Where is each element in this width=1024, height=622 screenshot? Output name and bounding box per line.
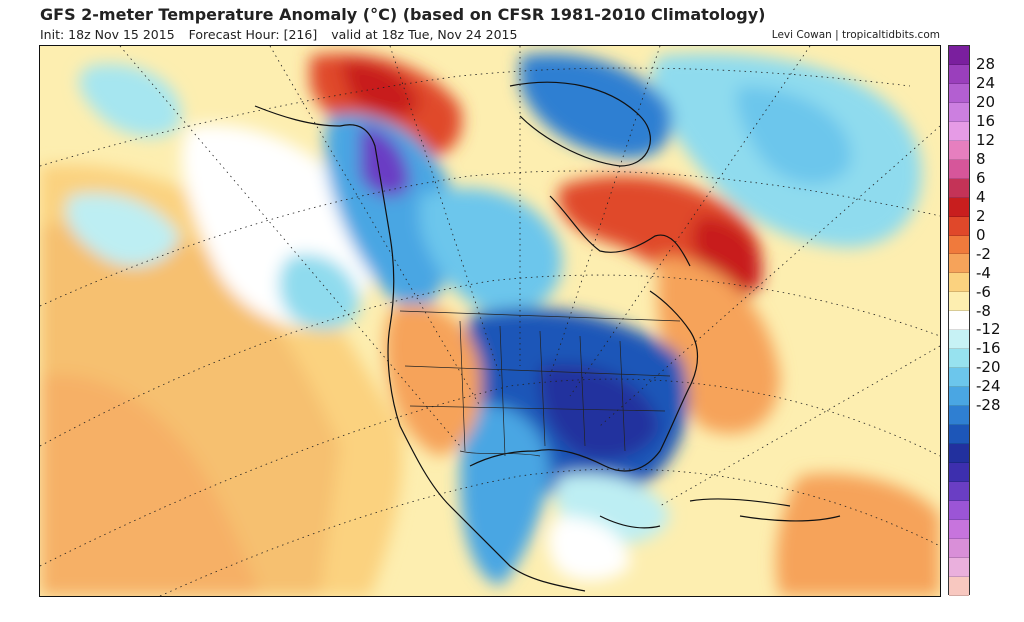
latitude-line [159, 468, 940, 596]
longitude-line [599, 125, 940, 427]
map-svg [40, 46, 940, 596]
colorbar-segment [949, 64, 969, 84]
credit-text: Levi Cowan | tropicaltidbits.com [771, 29, 940, 41]
colorbar-label: 0 [976, 225, 986, 244]
state-borders [404, 365, 671, 412]
forecast-hour: Forecast Hour: [216] [188, 27, 318, 42]
colorbar-segment [949, 235, 969, 255]
atlantic-cool-core [736, 86, 852, 185]
southeast-us-cold-core [539, 364, 660, 460]
colorbar-label: 24 [976, 73, 996, 92]
colorbar-segment [949, 519, 969, 539]
pacific-cool-patch [79, 64, 182, 137]
coastlines [254, 81, 841, 592]
chart-title: GFS 2-meter Temperature Anomaly (°C) (ba… [40, 5, 766, 24]
colorbar-label: 28 [976, 54, 996, 73]
colorbar-segment [949, 406, 969, 426]
colorbar-segment [949, 197, 969, 217]
yukon-cold-core [360, 126, 410, 197]
graticule [40, 46, 940, 596]
western-us-warm-field [384, 303, 481, 456]
colorbar-segment [949, 481, 969, 501]
canada-cold-field [324, 114, 459, 316]
colorbar-segment [949, 216, 969, 236]
latitude-line [40, 274, 940, 447]
hudson-coastline [549, 195, 691, 267]
colorbar-label: 6 [976, 168, 986, 187]
colorbar-segment [949, 46, 969, 65]
colorbar-segment [949, 273, 969, 293]
pacific-coastline [254, 105, 586, 592]
latitude-line [40, 378, 940, 567]
colorbar-label: -12 [976, 320, 1001, 339]
state-borders [459, 320, 626, 457]
caribbean-coastline [599, 498, 841, 529]
latitude-line [40, 170, 940, 307]
latitude-line [40, 67, 911, 167]
colorbar-segment [949, 444, 969, 463]
colorbar-segment [949, 425, 969, 445]
colorbar-segment [949, 292, 969, 312]
colorbar-segment [949, 159, 969, 179]
colorbar-segment [949, 576, 969, 596]
gulf-white-field [548, 516, 630, 581]
us-canada-border [399, 310, 681, 322]
valid-time: valid at 18z Tue, Nov 24 2015 [331, 27, 518, 42]
colorbar-label: -6 [976, 282, 991, 301]
colorbar-label: -16 [976, 339, 1001, 358]
colorbar-segment [949, 121, 969, 141]
colorbar-label: 2 [976, 206, 986, 225]
colorbar-segment [949, 349, 969, 369]
pacific-cool-patch-3 [278, 254, 360, 330]
anomaly-fields [40, 53, 940, 596]
pacific-orange-field [40, 374, 260, 596]
arctic-warm-core [340, 60, 420, 117]
colorbar-label: -28 [976, 396, 1001, 415]
init-time: Init: 18z Nov 15 2015 [40, 27, 175, 42]
greenland-coastline [509, 81, 651, 167]
colorbar-label: 12 [976, 130, 996, 149]
greenland-cold-field [520, 53, 672, 159]
colorbar-labels: 28 24 20 16 12 8 6 4 2 0 -2 -4 -6 -8 -12 -16 -20 -24 -28 [976, 45, 1022, 595]
pacific-cool-patch-2 [66, 193, 180, 267]
colorbar-segment [949, 462, 969, 482]
colorbar-segment [949, 500, 969, 520]
colorbar-label: -24 [976, 377, 1001, 396]
central-canada-cool-field [420, 188, 562, 316]
colorbar-segment [949, 102, 969, 122]
colorbar-label: 4 [976, 187, 986, 206]
colorbar-segment [949, 557, 969, 577]
colorbar-segment [949, 330, 969, 350]
colorbar-segment [949, 387, 969, 407]
colorbar-label: 8 [976, 149, 986, 168]
colorbar-label: -20 [976, 358, 1001, 377]
colorbar-segment [949, 311, 969, 331]
colorbar-label: 16 [976, 111, 996, 130]
colorbar-label: -4 [976, 263, 991, 282]
political-borders [399, 310, 681, 457]
colorbar-label: -8 [976, 301, 991, 320]
colorbar-segment [949, 83, 969, 103]
colorbar-segment [949, 538, 969, 558]
colorbar-segment [949, 178, 969, 198]
mexico-cool-field [460, 404, 550, 586]
colorbar-segment [949, 368, 969, 388]
colorbar-segment [949, 254, 969, 274]
colorbar-segment [949, 140, 969, 160]
longitude-line [269, 46, 481, 407]
colorbar [948, 45, 970, 596]
chart-subtitle: Init: 18z Nov 15 2015 Forecast Hour: [21… [40, 27, 527, 42]
gulf-atlantic-coastline [469, 290, 699, 472]
colorbar-label: 20 [976, 92, 996, 111]
caribbean-warm-field [776, 473, 940, 596]
anomaly-map [39, 45, 941, 597]
us-mexico-border [459, 450, 541, 457]
colorbar-label: -2 [976, 244, 991, 263]
